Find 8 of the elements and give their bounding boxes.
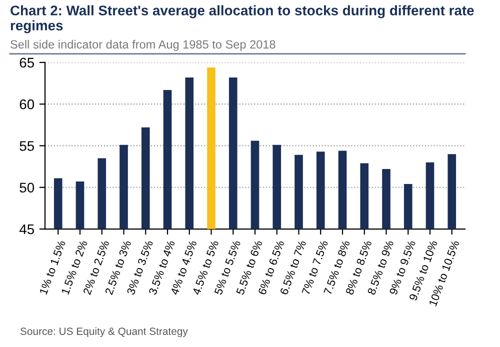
y-tick-label: 65	[20, 58, 34, 68]
chart-title: Chart 2: Wall Street's average allocation to stocks during different rate regimes	[10, 5, 474, 34]
source-note: Source: US Equity & Quant Strategy	[20, 327, 188, 338]
y-tick-label: 60	[20, 99, 34, 110]
y-tick-label: 45	[19, 224, 34, 234]
y-tick-label: 50	[20, 182, 34, 193]
chart-subtitle: Sell side indicator data from Aug 1985 to Sep 2018	[10, 40, 276, 51]
y-tick-label: 55	[20, 141, 34, 151]
